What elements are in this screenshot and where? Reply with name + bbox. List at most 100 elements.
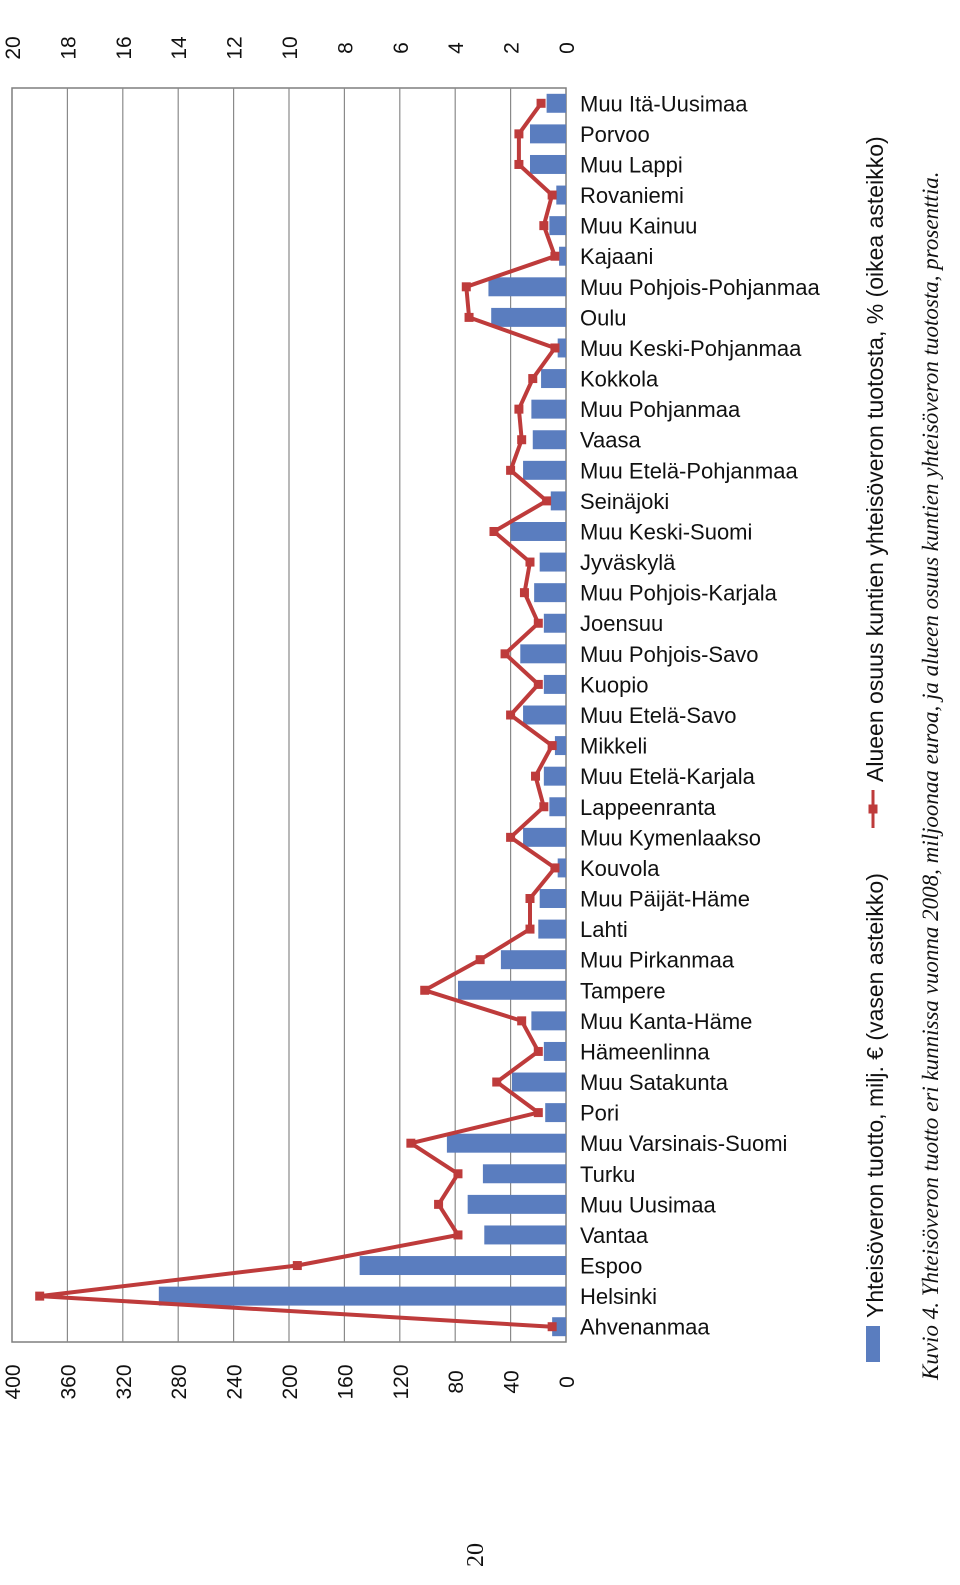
line-marker (453, 1169, 463, 1179)
line-marker (519, 588, 529, 598)
category-label: Muu Uusimaa (580, 1192, 716, 1217)
category-label: Espoo (580, 1254, 642, 1279)
left-axis-ticks: 0 40 80 120 160 200 240 280 320 360 400 (2, 1364, 579, 1399)
category-label: Muu Pohjois-Savo (580, 642, 759, 667)
category-label: Muu Lappi (580, 152, 683, 177)
bar (532, 430, 566, 450)
bar (541, 369, 566, 389)
category-label: Kokkola (580, 367, 659, 392)
left-tick-label: 280 (168, 1364, 191, 1399)
line-marker (525, 924, 535, 934)
left-tick-label: 0 (556, 1376, 579, 1388)
right-tick-label: 20 (2, 36, 25, 59)
category-label: Muu Pohjois-Pohjanmaa (580, 275, 820, 300)
category-label: Vaasa (580, 428, 642, 453)
category-label: Muu Satakunta (580, 1070, 729, 1095)
category-label: Muu Päijät-Häme (580, 887, 750, 912)
bar (552, 1317, 566, 1337)
bar (557, 338, 566, 358)
bar (531, 1011, 566, 1031)
line-markers (35, 98, 560, 1332)
category-label: Hämeenlinna (580, 1039, 710, 1064)
category-label: Muu Pirkanmaa (580, 948, 735, 973)
bar (531, 399, 566, 419)
bar (510, 522, 566, 541)
bar (520, 644, 566, 664)
right-tick-label: 6 (390, 42, 413, 54)
category-label: Ahvenanmaa (580, 1315, 710, 1340)
figure-caption: Kuvio 4. Yhteisöveron tuotto eri kunniss… (918, 172, 943, 1381)
bar (539, 552, 566, 572)
bar (539, 889, 566, 908)
bar (359, 1256, 566, 1276)
bar (523, 705, 566, 725)
category-label: Muu Keski-Suomi (580, 519, 752, 544)
line-marker (517, 1016, 527, 1026)
legend-bar-swatch (866, 1326, 880, 1362)
category-label: Helsinki (580, 1284, 657, 1309)
bar (543, 1041, 566, 1061)
bar (534, 583, 566, 603)
legend-line-marker (868, 804, 878, 814)
category-label: Seinäjoki (580, 489, 669, 514)
right-tick-label: 2 (501, 42, 524, 54)
category-label: Muu Etelä-Karjala (580, 764, 756, 789)
line-marker (492, 1077, 502, 1087)
bar-series (158, 93, 566, 1337)
bar (457, 980, 566, 1000)
line-marker (406, 1138, 416, 1148)
category-label: Joensuu (580, 611, 663, 636)
bar (446, 1133, 566, 1153)
line-marker (539, 802, 549, 812)
bar (523, 827, 566, 847)
bar (543, 674, 566, 694)
line-marker (475, 955, 485, 965)
legend-bar-label: Yhteisöveron tuotto, milj. € (vasen aste… (862, 873, 888, 1318)
line-marker (506, 832, 516, 842)
right-tick-label: 18 (57, 36, 80, 59)
line-marker (517, 435, 527, 445)
left-tick-label: 360 (57, 1364, 80, 1399)
left-tick-label: 120 (390, 1364, 413, 1399)
line-marker (539, 221, 549, 231)
line-marker (434, 1199, 444, 1209)
line-marker (506, 465, 516, 475)
bar (545, 1103, 566, 1123)
bar (529, 154, 566, 174)
bar (538, 919, 566, 939)
right-tick-label: 12 (224, 36, 247, 59)
category-label: Turku (580, 1162, 635, 1187)
right-tick-label: 4 (445, 42, 468, 54)
line-marker (420, 985, 430, 995)
bar (484, 1225, 566, 1245)
right-tick-label: 16 (113, 36, 136, 59)
legend-line-label: Alueen osuus kuntien yhteisöveron tuotos… (862, 136, 888, 782)
line-marker (547, 1322, 557, 1332)
bar (550, 491, 566, 511)
right-tick-label: 0 (556, 42, 579, 54)
bar (467, 1194, 566, 1214)
line-marker (533, 679, 543, 689)
legend: Yhteisöveron tuotto, milj. € (vasen aste… (862, 136, 888, 1362)
category-label: Kajaani (580, 244, 653, 269)
bar (559, 246, 566, 266)
line-marker (292, 1261, 302, 1271)
category-label: Pori (580, 1101, 619, 1126)
category-label: Muu Keski-Pohjanmaa (580, 336, 802, 361)
line-marker (533, 1046, 543, 1056)
bar (491, 307, 566, 327)
bar (500, 950, 566, 970)
left-tick-label: 160 (334, 1364, 357, 1399)
category-label: Muu Varsinais-Suomi (580, 1131, 787, 1156)
line-marker (489, 526, 499, 536)
left-tick-label: 240 (224, 1364, 247, 1399)
left-tick-label: 320 (113, 1364, 136, 1399)
category-label: Kuopio (580, 672, 649, 697)
line-marker (550, 251, 560, 261)
category-label: Lahti (580, 917, 628, 942)
left-tick-label: 40 (501, 1370, 524, 1393)
bar (549, 797, 566, 817)
category-label: Muu Kainuu (580, 214, 697, 239)
bar (546, 93, 566, 113)
